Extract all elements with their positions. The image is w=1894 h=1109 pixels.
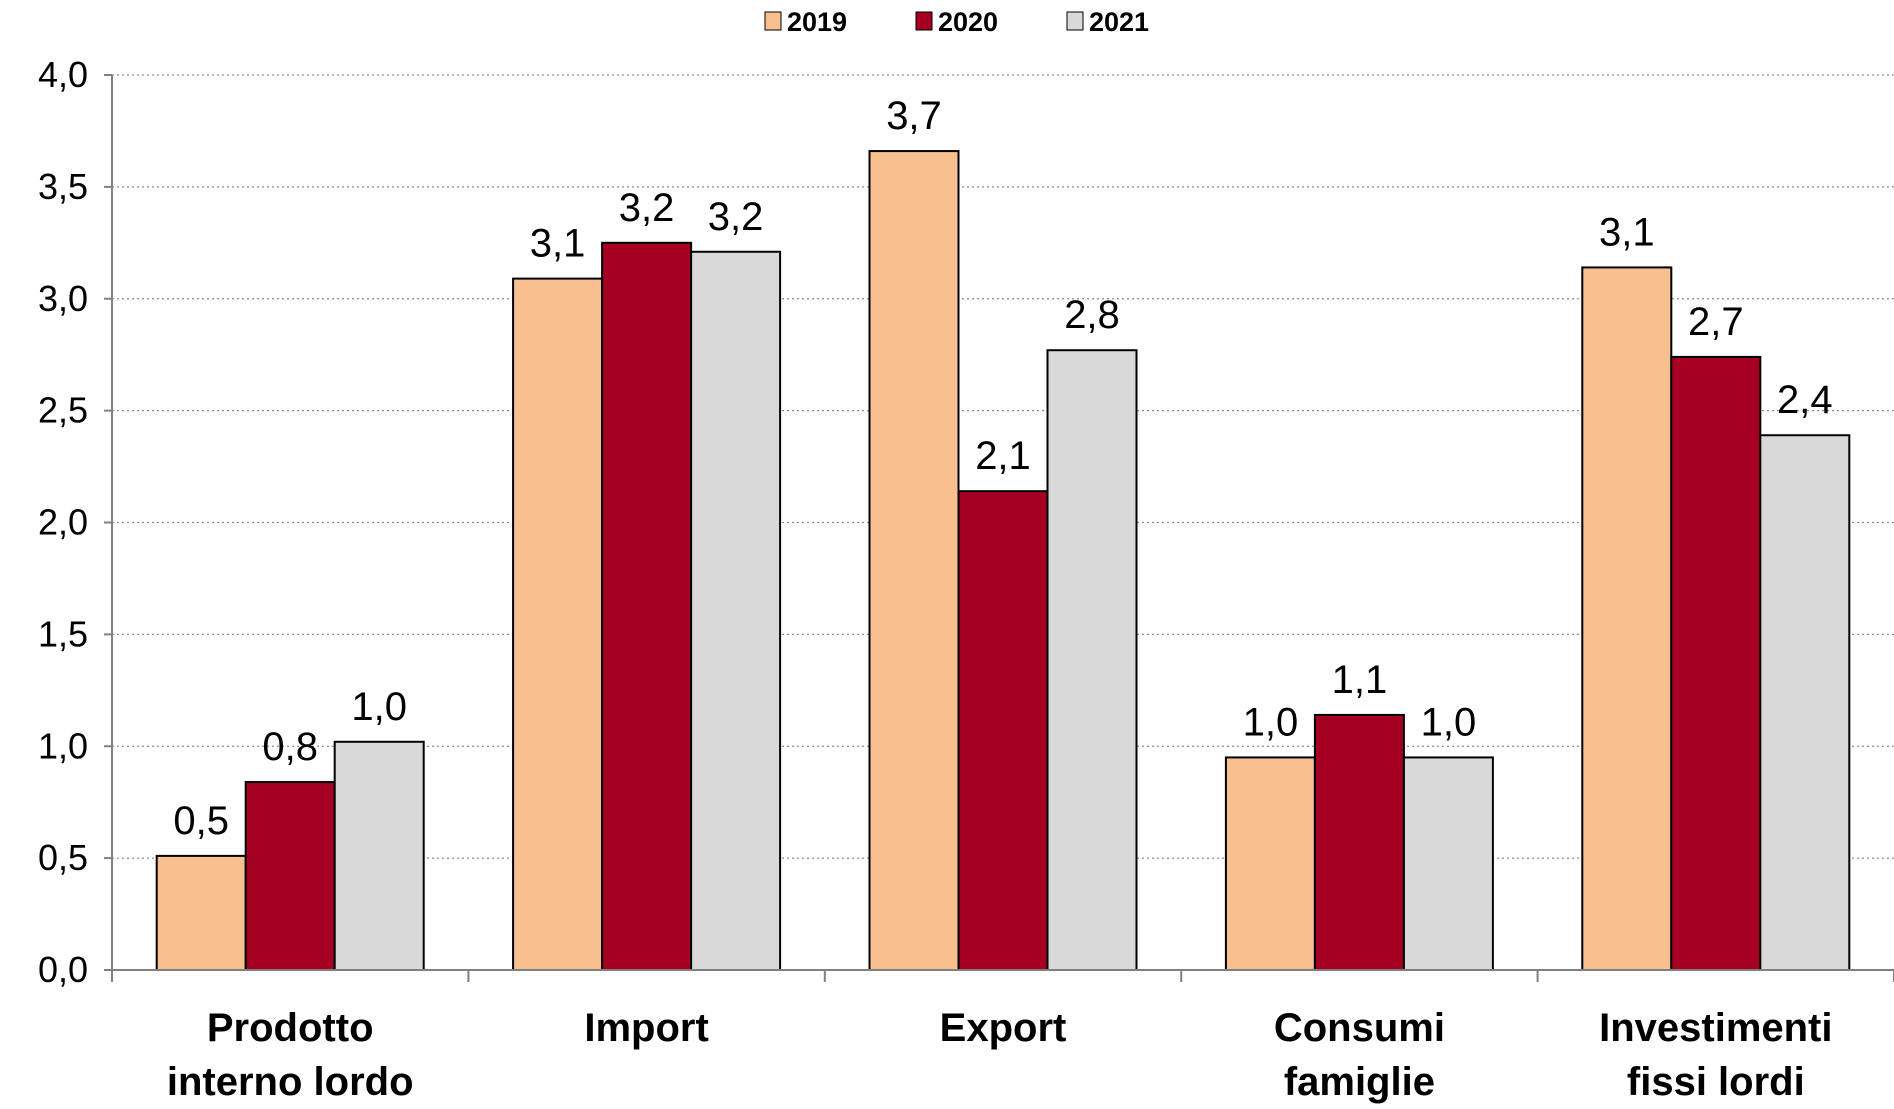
data-label: 3,2: [619, 186, 675, 230]
bar-2021: [333, 740, 425, 972]
data-label: 2,8: [1064, 293, 1120, 337]
y-tick-label: 3,0: [38, 278, 88, 319]
bar-2020: [244, 781, 336, 971]
legend: 2019 2020 2021: [764, 7, 1149, 37]
category-label: Prodotto interno lordo: [167, 1006, 414, 1104]
data-label: 3,7: [886, 94, 942, 138]
data-label: 2,1: [975, 434, 1031, 478]
legend-swatch: [764, 11, 782, 31]
legend-label: 2021: [1089, 7, 1149, 37]
data-label: 1,0: [1421, 700, 1477, 744]
category-label: Import: [584, 1006, 708, 1050]
bar-2021: [1046, 349, 1138, 971]
y-tick-label: 4,0: [38, 54, 88, 95]
category-label: Investimenti fissi lordi: [1599, 1006, 1832, 1104]
data-label: 1,0: [1243, 700, 1299, 744]
y-tick-label: 0,5: [38, 837, 88, 878]
bar-2021: [1759, 434, 1851, 971]
bars: [155, 150, 1851, 972]
legend-swatch: [1066, 11, 1084, 31]
bar-2021: [1402, 756, 1494, 971]
legend-label: 2019: [787, 7, 847, 37]
bar-2019: [155, 854, 247, 972]
data-label: 3,1: [1599, 210, 1655, 254]
category-label: Export: [940, 1006, 1067, 1050]
bar-2019: [868, 150, 960, 971]
data-label: 2,4: [1777, 378, 1833, 422]
y-tick-label: 2,0: [38, 502, 88, 543]
bar-2019: [512, 277, 604, 971]
y-tick-label: 2,5: [38, 390, 88, 431]
bar-2021: [690, 250, 782, 971]
category-label: Consumi famiglie: [1274, 1006, 1445, 1104]
y-tick-label: 1,0: [38, 725, 88, 766]
legend-label: 2020: [938, 7, 998, 37]
data-labels: 0,5 0,8 1,0 3,1 3,2 3,2 3,7 2,1 2,8 1,0 1,1 1,0 3,1 2…: [173, 94, 1832, 843]
y-tick-label: 3,5: [38, 166, 88, 207]
bar-2020: [1313, 713, 1405, 971]
data-label: 0,8: [262, 725, 318, 769]
y-tick-label: 0,0: [38, 949, 88, 990]
data-label: 3,1: [530, 222, 586, 266]
legend-swatch: [915, 11, 933, 31]
y-axis: 0,0 0,5 1,0 1,5 2,0 2,5 3,0 3,5 4,0: [38, 54, 113, 990]
y-tick-label: 1,5: [38, 613, 88, 654]
data-label: 2,7: [1688, 300, 1744, 344]
bar-2020: [601, 241, 693, 971]
data-label: 0,5: [173, 799, 229, 843]
bar-2019: [1581, 266, 1673, 971]
bar-2020: [1670, 355, 1762, 971]
data-label: 3,2: [708, 195, 764, 239]
data-label: 1,1: [1332, 658, 1388, 702]
x-axis: Prodotto interno lordo Import Export Consumi…: [111, 969, 1894, 1104]
data-label: 1,0: [351, 685, 407, 729]
bar-2019: [1224, 756, 1316, 971]
bar-2020: [957, 490, 1049, 971]
